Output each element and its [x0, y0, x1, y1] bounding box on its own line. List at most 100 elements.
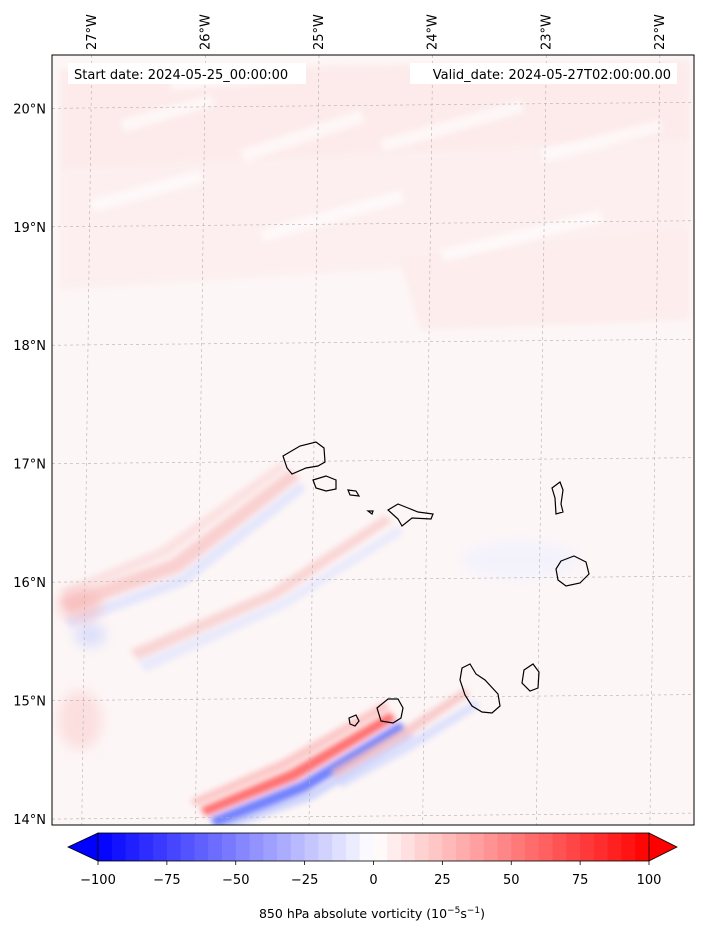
island-sal [551, 481, 564, 515]
colorbar-level [428, 833, 443, 861]
lat-label: 17°N [13, 458, 46, 473]
colorbar-level [111, 833, 127, 861]
island-santiago [459, 663, 501, 714]
colorbar-level [483, 833, 498, 861]
colorbar-level [538, 833, 554, 861]
lat-label: 14°N [13, 813, 46, 828]
gridline-lat [52, 575, 694, 583]
colorbar-level [208, 833, 223, 861]
colorbar-level [442, 833, 457, 861]
colorbar-level [180, 833, 195, 861]
gridline-lat [52, 812, 694, 820]
gridline-lon [535, 55, 547, 825]
colorbar-level [332, 833, 347, 861]
gridline-lon [422, 55, 433, 825]
gridline-lat [52, 220, 694, 228]
colorbar-level [359, 833, 374, 861]
colorbar-level [221, 833, 237, 861]
colorbar-level [125, 833, 140, 861]
colorbar-tick-label: 100 [637, 873, 662, 888]
colorbar-level [593, 833, 609, 861]
lon-label: 23°W [539, 14, 554, 50]
longitude-labels: 27°W 26°W 25°W 24°W 23°W 22°W [85, 14, 668, 50]
lon-label: 27°W [85, 14, 100, 50]
colorbar [67, 832, 678, 862]
colorbar-label: 850 hPa absolute vorticity (10−5s−1) [259, 906, 485, 921]
colorbar-level [414, 833, 430, 861]
colorbar-level [607, 833, 622, 861]
lon-label: 26°W [198, 14, 213, 50]
island-sao-nicolau [386, 503, 434, 527]
start-date-box [68, 63, 306, 84]
colorbar-level [139, 833, 154, 861]
colorbar-level [525, 833, 540, 861]
island-ilheu [366, 510, 374, 515]
colorbar-tick-label: −50 [222, 873, 249, 888]
colorbar-level [304, 833, 319, 861]
island-santa-luzia [347, 489, 361, 497]
colorbar-tick-label: 50 [503, 873, 520, 888]
colorbar-level [194, 833, 209, 861]
colorbar-ticks: −100 −75 −50 −25 0 25 50 75 100 [80, 861, 661, 888]
lon-label: 25°W [312, 14, 327, 50]
colorbar-level [621, 833, 636, 861]
colorbar-level [166, 833, 182, 861]
colorbar-level [456, 833, 471, 861]
colorbar-level [566, 833, 581, 861]
colorbar-level [401, 833, 416, 861]
colorbar-level [290, 833, 306, 861]
colorbar-level [98, 833, 113, 861]
colorbar-level [235, 833, 251, 861]
gridline-lat [52, 338, 694, 346]
colorbar-level [635, 833, 650, 861]
map-frame [51, 54, 695, 826]
valid-date-box [410, 63, 677, 84]
colorbar-tick-label: −75 [153, 873, 180, 888]
colorbar-tick-label: 75 [572, 873, 589, 888]
lat-label: 18°N [13, 339, 46, 354]
lon-label: 22°W [653, 14, 668, 50]
island-sao-vicente [312, 475, 337, 492]
island-maio [521, 663, 540, 692]
gridlines [52, 55, 694, 825]
colorbar-level [249, 833, 264, 861]
gridline-lat [52, 102, 694, 109]
gridline-lat [52, 694, 694, 701]
vorticity-field [58, 60, 690, 825]
lat-label: 16°N [13, 576, 46, 591]
gridline-lat [52, 457, 694, 464]
colorbar-level [345, 833, 361, 861]
colorbar-tick-label: 25 [434, 873, 451, 888]
lat-label: 15°N [13, 695, 46, 710]
colorbar-extend-max [648, 832, 678, 862]
colorbar-level [263, 833, 278, 861]
colorbar-level [387, 833, 402, 861]
colorbar-level [469, 833, 485, 861]
gridline-lon [649, 55, 661, 825]
gridline-lon [308, 55, 320, 825]
island-santo-antao [282, 441, 326, 475]
colorbar-level [552, 833, 567, 861]
colorbar-level [497, 833, 512, 861]
island-fogo [376, 698, 404, 724]
colorbar-extend-min [67, 832, 99, 862]
colorbar-level [153, 833, 168, 861]
valid-date-text: Valid_date: 2024-05-27T02:00:00.00 [433, 68, 671, 83]
island-brava [348, 714, 360, 727]
colorbar-level [318, 833, 333, 861]
gridline-lon [195, 55, 206, 825]
colorbar-level [580, 833, 595, 861]
lon-label: 24°W [426, 14, 441, 50]
colorbar-level [277, 833, 292, 861]
lat-label: 20°N [13, 102, 46, 117]
colorbar-level [511, 833, 526, 861]
colorbar-tick-label: 0 [369, 873, 377, 888]
lat-label: 19°N [13, 221, 46, 236]
colorbar-tick-label: −25 [291, 873, 318, 888]
start-date-text: Start date: 2024-05-25_00:00:00 [74, 68, 288, 83]
colorbar-tick-label: −100 [80, 873, 116, 888]
colorbar-level [373, 833, 388, 861]
island-outlines [282, 441, 590, 727]
latitude-labels: 20°N 19°N 18°N 17°N 16°N 15°N 14°N [13, 102, 46, 828]
